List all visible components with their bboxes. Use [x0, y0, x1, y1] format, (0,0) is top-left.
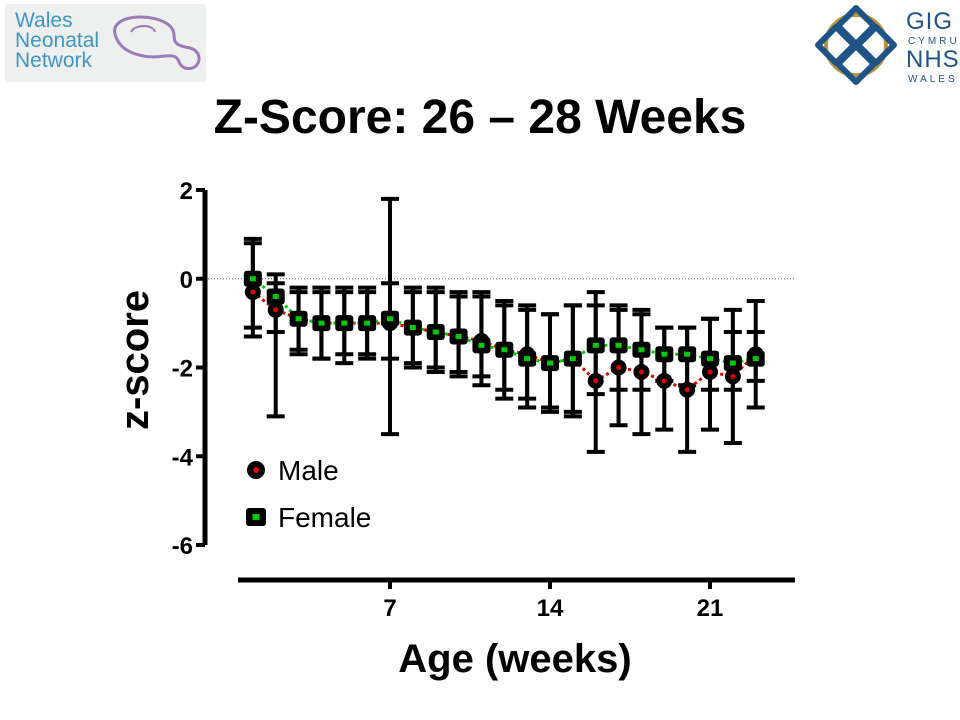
y-tick-label: 2 [180, 178, 193, 205]
male-point-center [661, 378, 667, 384]
x-tick-label: 21 [697, 595, 724, 622]
female-point-center [547, 360, 553, 366]
female-point-center [364, 320, 371, 326]
female-point-center [524, 356, 531, 362]
male-point-center [273, 307, 279, 313]
x-axis-label: Age (weeks) [398, 637, 631, 681]
logo-cymru-text: CYMRU [908, 36, 960, 47]
logo-swirl-icon [113, 15, 201, 70]
male-point-center [684, 387, 690, 393]
female-point-center [752, 356, 759, 362]
female-point-center [707, 356, 713, 362]
legend-male-label: Male [278, 455, 339, 486]
female-point-center [318, 320, 325, 326]
legend-female-label: Female [278, 502, 371, 533]
logo-wales-text: WALES [908, 74, 958, 85]
female-point-center [684, 351, 691, 357]
y-tick-label: -4 [172, 444, 194, 471]
logo-line-network: Network [15, 49, 93, 72]
female-point-center [592, 342, 599, 348]
male-point-center [730, 373, 736, 379]
logo-nhs-text: NHS [906, 46, 960, 73]
female-point-center [455, 333, 462, 339]
female-point-center [409, 325, 416, 331]
male-point-center [250, 289, 256, 295]
legend-female-marker-center [252, 514, 260, 520]
female-point-center [432, 329, 439, 335]
female-point-center [569, 356, 576, 362]
female-point-center [272, 294, 279, 299]
female-point-center [341, 320, 348, 326]
female-point-center [387, 316, 393, 322]
female-point-center [638, 347, 645, 353]
celtic-knot-icon [815, 5, 897, 85]
y-tick-label: -6 [172, 533, 193, 560]
y-tick-label: 0 [180, 267, 193, 294]
logo-line-neonatal: Neonatal [15, 29, 100, 52]
female-point-center [249, 276, 256, 282]
female-point-center [478, 342, 485, 348]
male-point-center [616, 365, 622, 370]
male-point-center [593, 378, 599, 384]
y-axis-label: z-score [113, 290, 157, 430]
female-point-center [615, 342, 622, 348]
legend-male-marker-center [253, 467, 259, 473]
logo-gig-text: GIG [906, 8, 954, 35]
female-point-center [295, 316, 302, 322]
male-point-center [638, 369, 644, 375]
male-point-center [707, 369, 713, 375]
female-point-center [729, 360, 736, 366]
wales-neonatal-network-logo: Wales Neonatal Network [5, 4, 206, 82]
female-point-center [501, 347, 508, 353]
y-tick-label: -2 [172, 356, 193, 383]
nhs-wales-logo: GIG CYMRU NHS WALES [812, 2, 960, 88]
logo-line-wales: Wales [15, 9, 73, 32]
female-point-center [661, 351, 668, 357]
x-tick-label: 14 [537, 595, 564, 622]
slide-title: Z-Score: 26 – 28 Weeks [213, 91, 747, 144]
x-tick-label: 7 [383, 595, 396, 622]
